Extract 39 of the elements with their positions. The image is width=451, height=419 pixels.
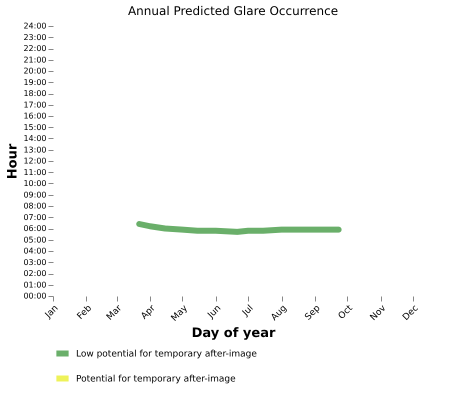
chart-title: Annual Predicted Glare Occurrence [128, 4, 338, 18]
x-tick-label: Dec [401, 303, 421, 323]
x-tick-label: Apr [139, 303, 158, 322]
x-tick-label: Mar [105, 303, 124, 323]
y-tick-label: 10:00 [23, 179, 46, 188]
y-tick-label: 11:00 [23, 168, 46, 177]
y-tick-label: 05:00 [23, 235, 46, 244]
y-tick-label: 03:00 [23, 258, 46, 267]
y-tick-label: 07:00 [23, 212, 46, 222]
y-tick-label: 04:00 [23, 246, 46, 256]
y-tick-label: 24:00 [23, 22, 46, 30]
legend-label: Low potential for temporary after-image [76, 350, 258, 360]
y-axis-title: Hour [5, 143, 20, 180]
x-tick-label: Feb [76, 303, 94, 322]
x-tick-label: Sep [303, 303, 323, 323]
y-tick-label: 09:00 [23, 190, 46, 200]
y-tick-label: 17:00 [23, 100, 46, 110]
y-tick-label: 08:00 [23, 202, 46, 210]
y-tick-label: 02:00 [23, 269, 46, 278]
y-tick-label: 19:00 [23, 78, 46, 87]
y-tick-label: 01:00 [23, 280, 46, 290]
y-tick-label: 12:00 [23, 156, 46, 166]
x-tick-label: Jul [240, 304, 256, 319]
y-tick-label: 14:00 [23, 134, 46, 143]
y-tick-label: 20:00 [23, 66, 46, 76]
x-tick-label: Jan [42, 304, 61, 322]
y-tick-label: 15:00 [23, 122, 46, 132]
y-tick-label: 22:00 [23, 44, 46, 53]
legend-label: Potential for temporary after-image [76, 374, 236, 384]
y-tick-label: 16:00 [23, 112, 46, 120]
y-tick-label: 18:00 [23, 89, 46, 98]
y-tick-label: 13:00 [23, 145, 46, 154]
y-tick-label: 06:00 [23, 224, 46, 233]
x-tick-label: Jun [206, 304, 224, 322]
x-tick-label: Oct [336, 303, 356, 322]
y-tick-label: 23:00 [23, 32, 46, 42]
x-axis-title: Day of year [192, 326, 276, 342]
y-tick-label: 21:00 [23, 55, 46, 64]
y-tick-label: 00:00 [23, 292, 46, 300]
